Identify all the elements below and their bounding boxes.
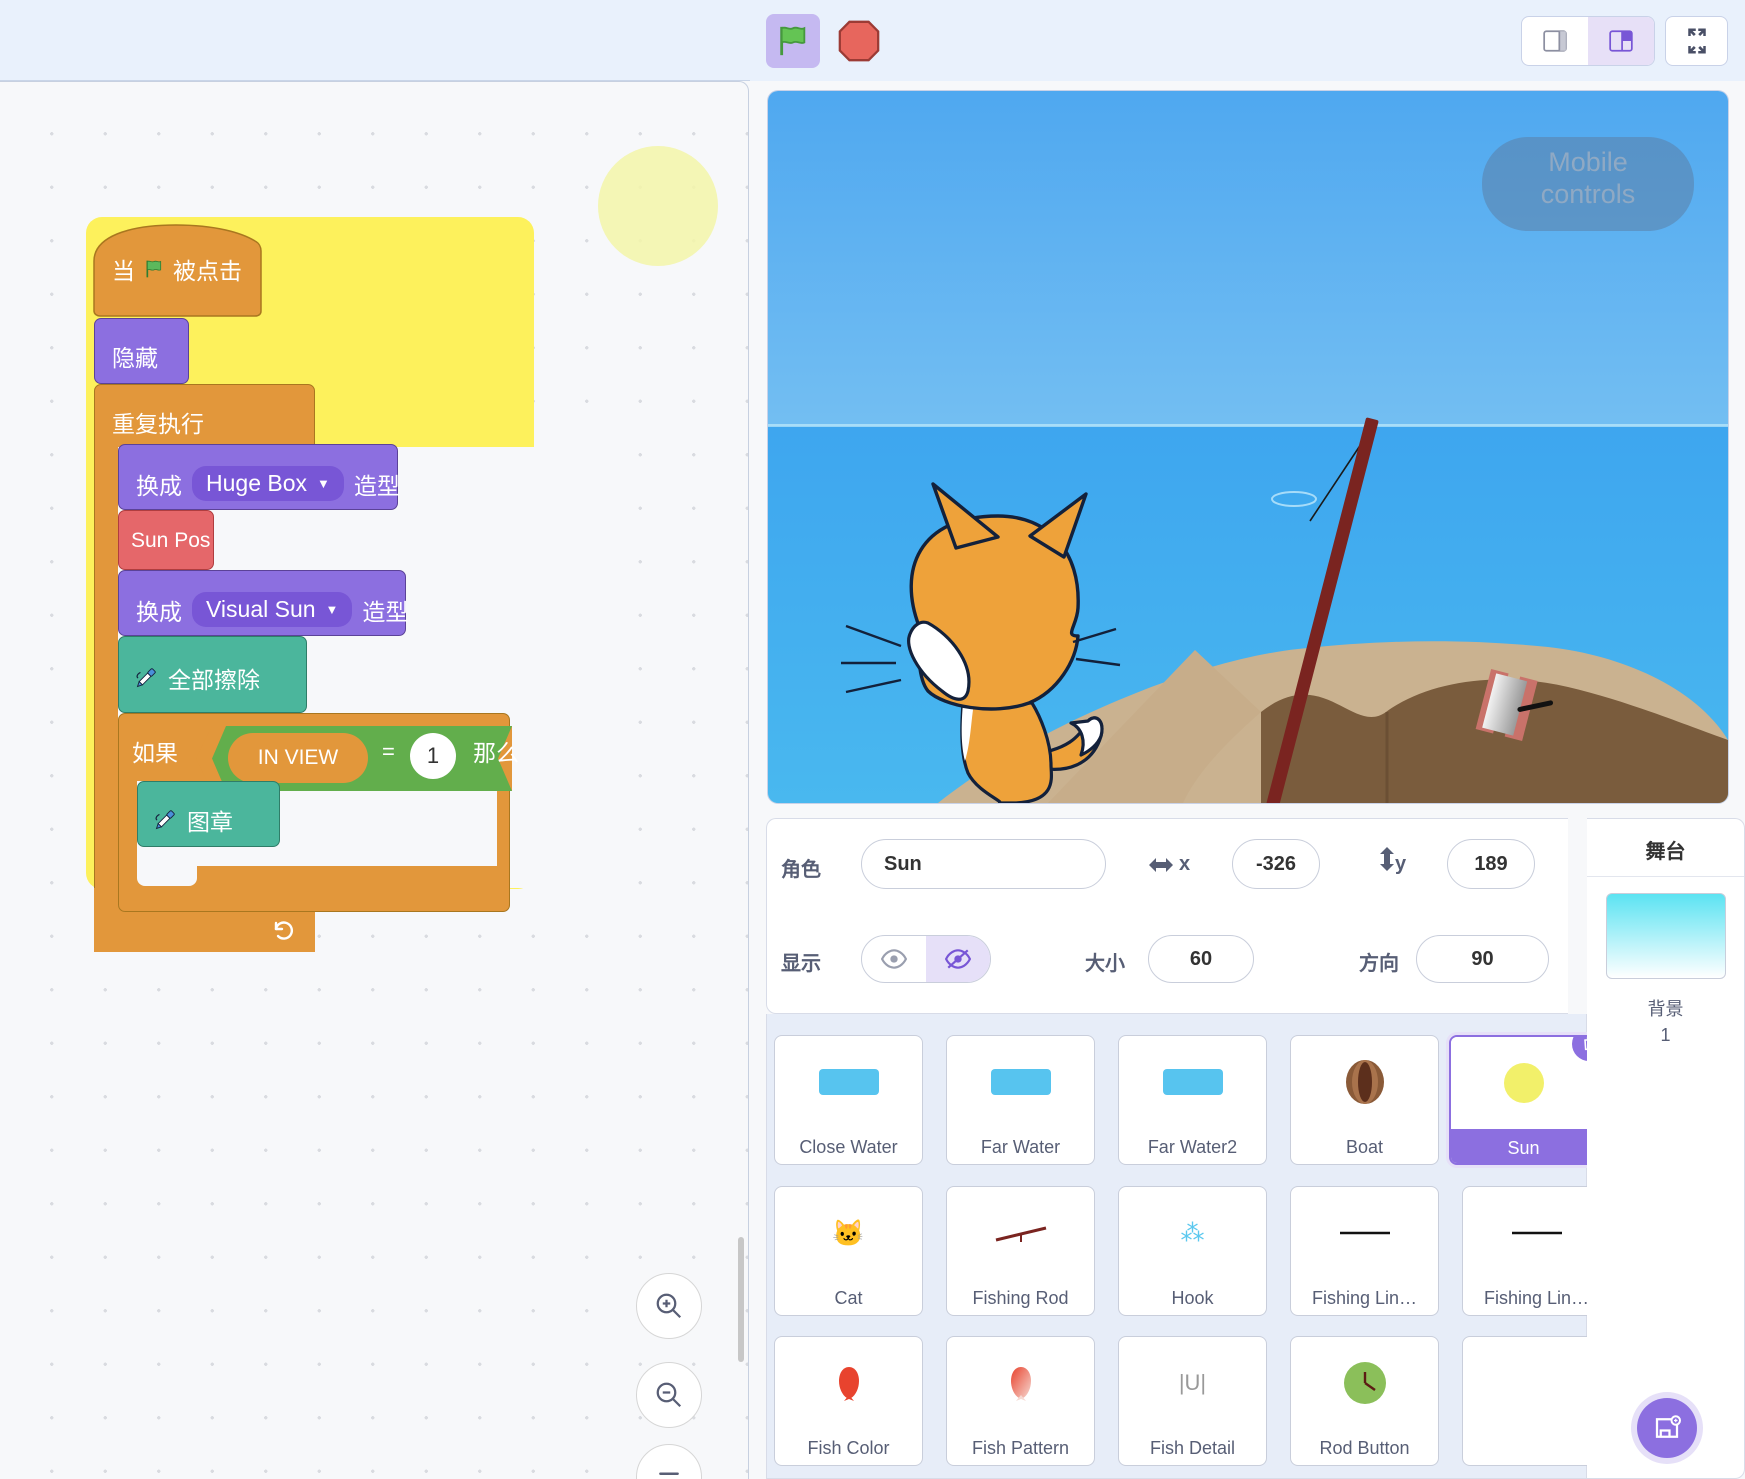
svg-text:Mobile: Mobile — [1548, 147, 1628, 177]
svg-text:controls: controls — [1541, 179, 1636, 209]
